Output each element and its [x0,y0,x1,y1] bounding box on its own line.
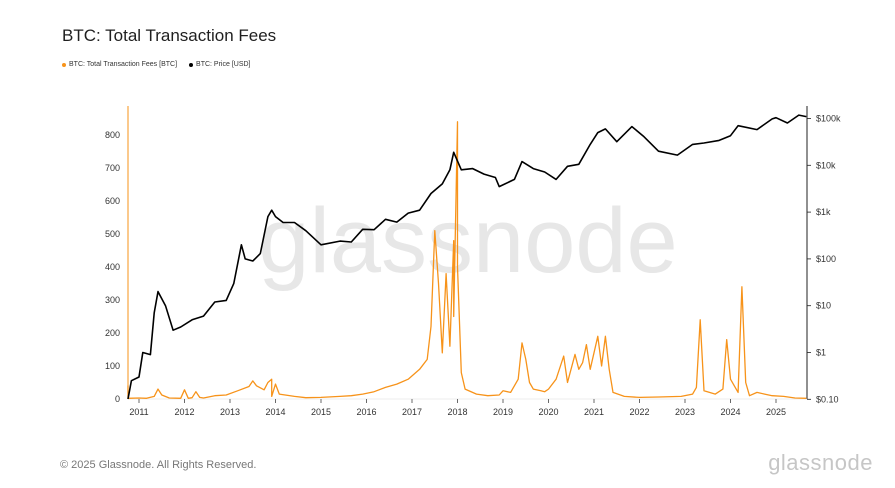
x-tick-label: 2018 [447,407,467,417]
y-left-tick-label: 100 [105,361,120,371]
x-tick-label: 2011 [129,407,148,417]
y-left-tick-label: 200 [105,328,120,338]
legend-dot-price [189,62,194,67]
y-left-tick-label: 400 [105,262,120,272]
x-tick-label: 2025 [766,407,786,417]
y-left-tick-label: 500 [105,229,120,239]
x-tick-label: 2019 [493,407,513,417]
x-tick-label: 2022 [629,407,649,417]
y-left-tick-label: 700 [105,163,120,173]
x-tick-label: 2017 [402,407,422,417]
x-tick-label: 2013 [220,407,240,417]
y-right-tick-label: $1 [816,348,826,358]
chart-legend: BTC: Total Transaction Fees [BTC] BTC: P… [62,61,250,68]
chart-axes [127,106,808,400]
y-left-tick-label: 300 [105,295,120,305]
watermark-text: glassnode [258,190,677,292]
legend-label-price: BTC: Price [USD] [196,61,251,68]
legend-item-fees[interactable]: BTC: Total Transaction Fees [BTC] [62,61,177,68]
y-left-tick-label: 600 [105,196,120,206]
y-right-tick-label: $100 [816,254,836,264]
y-right-tick-label: $10 [816,301,831,311]
x-tick-label: 2015 [311,407,331,417]
x-tick-label: 2012 [174,407,194,417]
y-left-tick-label: 0 [115,394,120,404]
y-right-tick-label: $0.10 [816,394,839,404]
series-line-price [127,114,807,400]
x-tick-label: 2014 [265,407,285,417]
chart-lines [127,114,807,400]
y-right-tick-label: $100k [816,114,841,124]
series-line-fees [127,121,807,399]
y-right-tick-label: $1k [816,207,831,217]
chart-ticks: 0 100 200 300 400 500 600 700 800 $0.10 $1 $10 $100 $… [105,114,841,418]
legend-label-fees: BTC: Total Transaction Fees [BTC] [69,61,178,68]
x-tick-label: 2016 [356,407,376,417]
chart-title: BTC: Total Transaction Fees [62,26,277,45]
y-right-tick-label: $10k [816,160,836,170]
brand-logo-text: glassnode [768,450,873,475]
legend-item-price[interactable]: BTC: Price [USD] [189,61,250,68]
legend-dot-fees [62,62,66,67]
x-tick-label: 2024 [720,407,740,417]
x-tick-label: 2023 [675,407,695,417]
x-tick-label: 2020 [538,407,558,417]
copyright-text: © 2025 Glassnode. All Rights Reserved. [60,459,257,471]
x-tick-label: 2021 [584,407,604,417]
y-left-tick-label: 800 [105,130,120,140]
